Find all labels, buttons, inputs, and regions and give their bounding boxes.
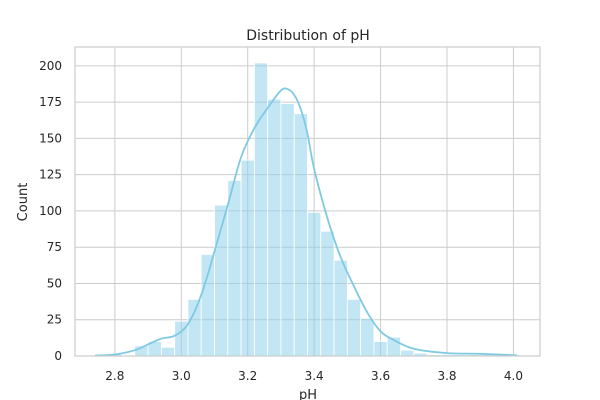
- histogram-bar-18: [333, 259, 348, 357]
- plot-border: [74, 46, 541, 357]
- histogram-bar-7: [187, 299, 202, 357]
- x-tick-label: 2.8: [105, 369, 124, 383]
- x-tick-label: 4.0: [504, 369, 523, 383]
- x-axis-label: pH: [299, 388, 317, 400]
- y-tick-label: 200: [39, 59, 62, 73]
- kde-curve: [94, 87, 517, 357]
- x-tick-label: 3.8: [437, 369, 456, 383]
- y-tick-label: 75: [47, 240, 62, 254]
- histogram-bar-14: [280, 103, 295, 357]
- tick-labels: 2.8 3.0 3.2 3.4 3.6 3.8 4.0 0 25 50 75 100 125 150 175…: [39, 59, 523, 383]
- y-tick-label: 175: [39, 95, 62, 109]
- histogram-bar-13: [267, 98, 282, 357]
- histogram-bar-17: [320, 230, 335, 357]
- plot-frame: [74, 46, 541, 357]
- histogram-bar-16: [307, 211, 322, 357]
- histogram-bar-10: [227, 180, 242, 357]
- histogram-bar-5: [160, 346, 176, 357]
- x-tick-label: 3.4: [305, 369, 324, 383]
- x-tick-label: 3.2: [238, 369, 257, 383]
- x-tick-label: 3.6: [371, 369, 390, 383]
- y-tick-label: 0: [54, 349, 62, 363]
- histogram-bar-21: [373, 341, 388, 357]
- x-tick-label: 3.0: [172, 369, 191, 383]
- histogram-bar-20: [360, 317, 375, 357]
- histogram-bar-23: [400, 349, 415, 357]
- kde-curve-layer: [94, 87, 517, 357]
- histogram-bar-12: [253, 62, 269, 357]
- histogram-bar-11: [240, 159, 255, 357]
- histogram-bars: [94, 62, 521, 357]
- histogram-bar-19: [346, 299, 362, 357]
- y-tick-label: 100: [39, 204, 62, 218]
- y-tick-label: 50: [47, 276, 62, 290]
- y-tick-label: 25: [47, 313, 62, 327]
- y-axis-label: Count: [16, 183, 31, 222]
- y-tick-label: 125: [39, 168, 62, 182]
- histogram-bar-15: [293, 113, 308, 357]
- histogram-bar-8: [200, 254, 215, 357]
- chart-title: Distribution of pH: [246, 28, 369, 44]
- y-tick-label: 150: [39, 131, 62, 145]
